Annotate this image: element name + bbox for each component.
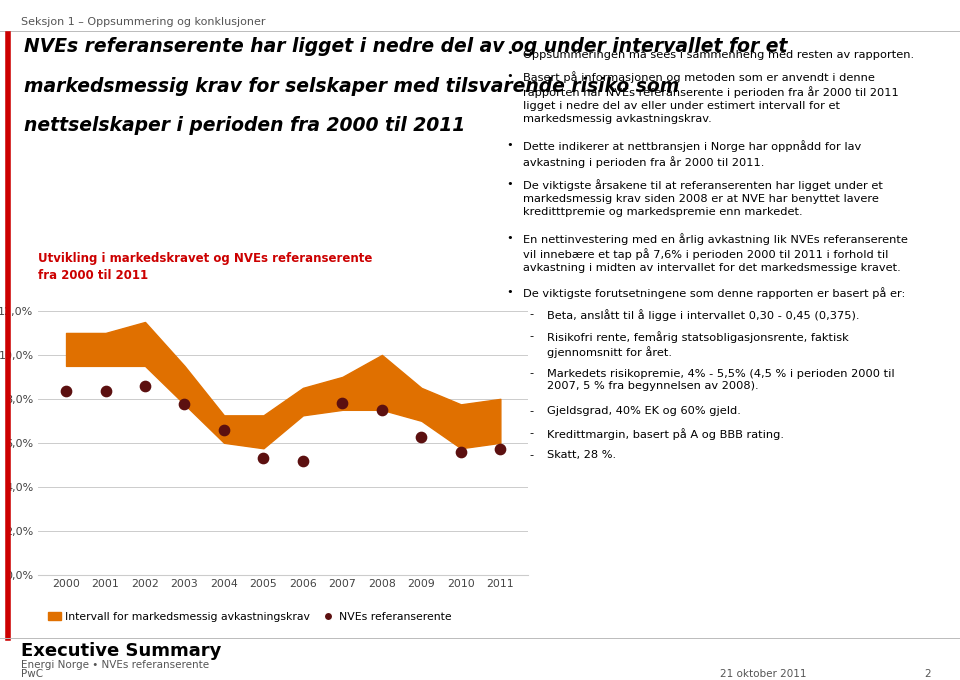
- Point: [453, 446, 468, 457]
- Text: Basert på informasjonen og metoden som er anvendt i denne
rapporten har NVEs ref: Basert på informasjonen og metoden som e…: [523, 71, 899, 124]
- Text: Seksjon 1 – Oppsummering og konklusjoner: Seksjon 1 – Oppsummering og konklusjoner: [21, 17, 266, 27]
- Text: •: •: [506, 140, 513, 150]
- Text: Beta, anslått til å ligge i intervallet 0,30 - 0,45 (0,375).: Beta, anslått til å ligge i intervallet …: [547, 309, 860, 321]
- Text: -: -: [530, 331, 534, 341]
- Text: En nettinvestering med en årlig avkastning lik NVEs referanserente
vil innebære : En nettinvestering med en årlig avkastni…: [523, 233, 908, 273]
- Text: Oppsummeringen må sees i sammenheng med resten av rapporten.: Oppsummeringen må sees i sammenheng med …: [523, 48, 914, 60]
- Point: [374, 405, 390, 415]
- Text: Gjeldsgrad, 40% EK og 60% gjeld.: Gjeldsgrad, 40% EK og 60% gjeld.: [547, 406, 741, 416]
- Text: PwC: PwC: [21, 669, 43, 679]
- Text: -: -: [530, 309, 534, 319]
- Text: De viktigste forutsetningene som denne rapporten er basert på er:: De viktigste forutsetningene som denne r…: [523, 287, 905, 299]
- Text: Risikofri rente, femårig statsobligasjonsrente, faktisk
gjennomsnitt for året.: Risikofri rente, femårig statsobligasjon…: [547, 331, 849, 358]
- Point: [216, 424, 231, 435]
- Text: -: -: [530, 428, 534, 438]
- Text: 21 oktober 2011: 21 oktober 2011: [720, 669, 806, 679]
- Point: [414, 432, 429, 443]
- Text: Dette indikerer at nettbransjen i Norge har oppnådd for lav
avkastning i periode: Dette indikerer at nettbransjen i Norge …: [523, 140, 861, 167]
- Text: •: •: [506, 287, 513, 297]
- Point: [59, 386, 74, 396]
- Point: [177, 399, 192, 410]
- Text: 2: 2: [924, 669, 931, 679]
- Text: De viktigste årsakene til at referanserenten har ligget under et
markedsmessig k: De viktigste årsakene til at referansere…: [523, 179, 883, 216]
- Text: markedsmessig krav for selskaper med tilsvarende risiko som: markedsmessig krav for selskaper med til…: [24, 77, 680, 96]
- Text: Kredittmargin, basert på A og BBB rating.: Kredittmargin, basert på A og BBB rating…: [547, 428, 784, 440]
- Text: -: -: [530, 369, 534, 379]
- Text: -: -: [530, 450, 534, 460]
- Legend: Intervall for markedsmessig avkastningskrav, NVEs referanserente: Intervall for markedsmessig avkastningsk…: [44, 608, 455, 626]
- Text: -: -: [530, 406, 534, 416]
- Point: [98, 386, 113, 396]
- Point: [492, 444, 508, 455]
- Point: [255, 453, 271, 464]
- Text: •: •: [506, 48, 513, 58]
- Text: NVEs referanserente har ligget i nedre del av og under intervallet for et: NVEs referanserente har ligget i nedre d…: [24, 37, 787, 56]
- Text: •: •: [506, 233, 513, 243]
- Point: [296, 456, 311, 467]
- Text: •: •: [506, 71, 513, 81]
- Point: [335, 398, 350, 409]
- Text: Markedets risikopremie, 4% - 5,5% (4,5 % i perioden 2000 til
2007, 5 % fra begyn: Markedets risikopremie, 4% - 5,5% (4,5 %…: [547, 369, 895, 391]
- Text: nettselskaper i perioden fra 2000 til 2011: nettselskaper i perioden fra 2000 til 20…: [24, 116, 466, 135]
- Text: Utvikling i markedskravet og NVEs referanserente
fra 2000 til 2011: Utvikling i markedskravet og NVEs refera…: [38, 252, 372, 282]
- Text: Executive Summary: Executive Summary: [21, 642, 222, 660]
- Point: [137, 380, 153, 391]
- Text: Energi Norge • NVEs referanserente: Energi Norge • NVEs referanserente: [21, 660, 209, 670]
- Text: •: •: [506, 179, 513, 189]
- Text: Skatt, 28 %.: Skatt, 28 %.: [547, 450, 616, 460]
